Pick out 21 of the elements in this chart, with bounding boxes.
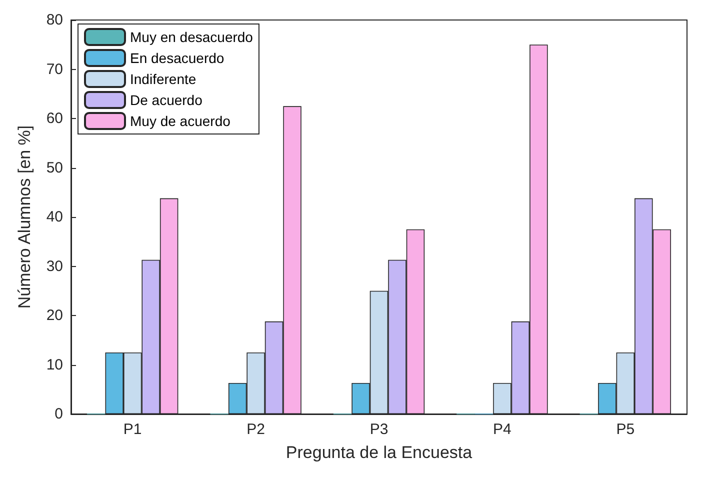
y-tick-label: 60 xyxy=(46,110,63,127)
x-tick-label: P1 xyxy=(123,421,142,438)
x-tick-label: P3 xyxy=(370,421,388,438)
y-tick-label: 10 xyxy=(46,356,63,374)
legend-label: Muy de acuerdo xyxy=(130,113,231,129)
y-tick-label: 80 xyxy=(46,12,63,28)
legend-label: Indiferente xyxy=(130,71,196,87)
x-axis-title: Pregunta de la Encuesta xyxy=(286,443,473,462)
x-tick-label: P4 xyxy=(493,421,512,438)
y-tick-label: 50 xyxy=(46,159,63,176)
legend-label: En desacuerdo xyxy=(130,50,224,66)
legend-label: De acuerdo xyxy=(130,92,203,108)
y-axis-title: Número Alumnos [en %] xyxy=(15,125,34,309)
y-tick-label: 70 xyxy=(46,60,63,78)
x-tick-label: P2 xyxy=(246,421,265,438)
y-tick-label: 40 xyxy=(46,208,63,226)
x-tick-label: P5 xyxy=(616,421,635,438)
y-tick-label: 0 xyxy=(54,406,63,422)
legend-label: Muy en desacuerdo xyxy=(130,29,254,45)
y-tick-label: 20 xyxy=(46,307,63,324)
y-tick-label: 30 xyxy=(46,258,63,275)
